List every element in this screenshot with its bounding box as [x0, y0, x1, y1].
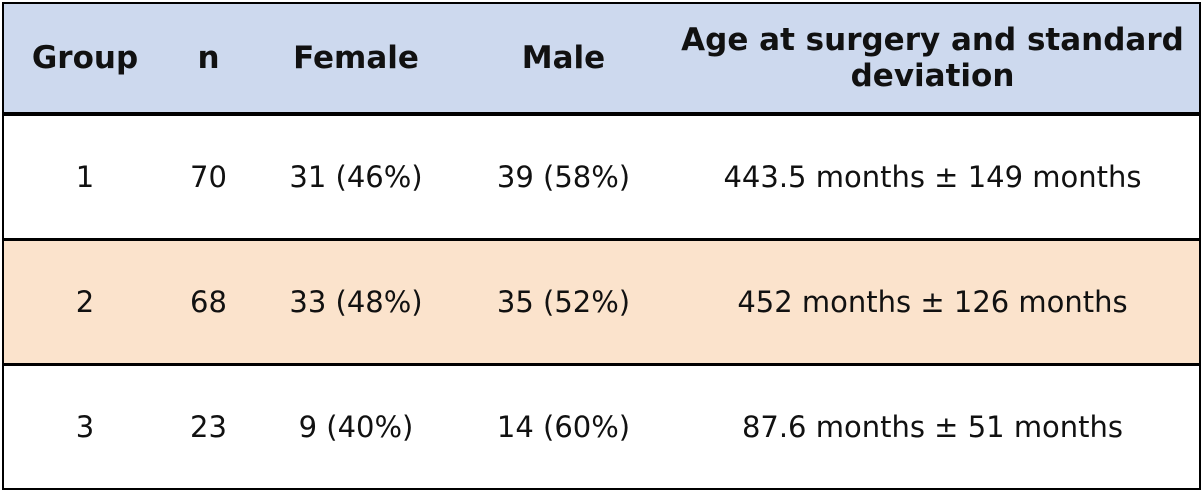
table-header: Group n Female Male Age at surgery and stand… [3, 3, 1200, 116]
table-cell: 68 [166, 238, 251, 365]
table-row: 1 70 31 (46%) 39 (58%) 443.5 months ± 149 mo… [3, 112, 1200, 240]
table-cell: 70 [166, 112, 251, 240]
table-cell: 39 (58%) [461, 112, 666, 240]
table-cell: 3 [3, 363, 166, 489]
table-body: 1 70 31 (46%) 39 (58%) 443.5 months ± 149 mo… [3, 112, 1200, 489]
table-row: 2 68 33 (48%) 35 (52%) 452 months ± 126 mont… [3, 238, 1200, 365]
header-cell: Age at surgery and standard deviation [666, 3, 1200, 116]
table-cell: 443.5 months ± 149 months [666, 112, 1200, 240]
header-cell: Male [461, 3, 666, 116]
table-cell: 35 (52%) [461, 238, 666, 365]
table-cell: 14 (60%) [461, 363, 666, 489]
header-cell: n [166, 3, 251, 116]
table-cell: 33 (48%) [251, 238, 461, 365]
header-cell: Group [3, 3, 166, 116]
table-cell: 452 months ± 126 months [666, 238, 1200, 365]
table-cell: 23 [166, 363, 251, 489]
table-cell: 2 [3, 238, 166, 365]
table-cell: 31 (46%) [251, 112, 461, 240]
header-cell: Female [251, 3, 461, 116]
table-cell: 87.6 months ± 51 months [666, 363, 1200, 489]
table-cell: 1 [3, 112, 166, 240]
table-row: 3 23 9 (40%) 14 (60%) 87.6 months ± 51 month… [3, 363, 1200, 489]
table-cell: 9 (40%) [251, 363, 461, 489]
header-row: Group n Female Male Age at surgery and stand… [3, 3, 1200, 116]
